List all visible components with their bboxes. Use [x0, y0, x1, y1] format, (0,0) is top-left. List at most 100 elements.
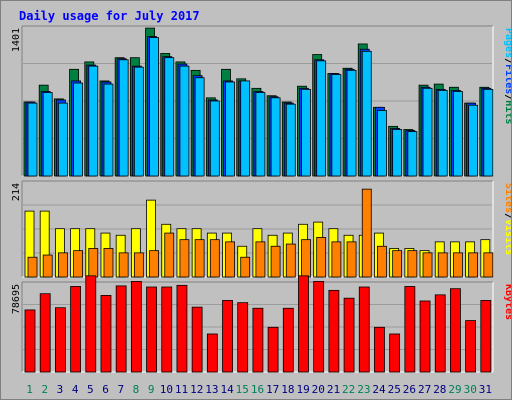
bar-kbytes-day-31 [480, 300, 492, 373]
bar-kbytes-day-10 [161, 286, 173, 373]
bar-kbytes-day-8 [130, 281, 142, 373]
bar-sites-day-27 [422, 252, 433, 278]
bar-sites-day-2 [42, 254, 53, 278]
bar-kbytes-day-5 [85, 275, 97, 373]
panel-hits-files-pages-legend: Pages/Files/Hits [503, 28, 511, 124]
x-tick-label-day-11: 11 [175, 383, 188, 396]
x-tick-label-day-8: 8 [133, 383, 140, 396]
bar-pages-day-14 [225, 81, 235, 177]
x-tick-label-day-4: 4 [72, 383, 79, 396]
legend-separator: / [503, 213, 511, 219]
x-tick-label-day-21: 21 [327, 383, 340, 396]
bar-kbytes-day-13 [206, 333, 218, 373]
bar-pages-day-23 [361, 50, 372, 177]
legend-entry-pages: Pages [503, 28, 511, 58]
x-tick-label-day-19: 19 [296, 383, 309, 396]
bar-pages-day-13 [209, 100, 220, 177]
x-tick-label-day-10: 10 [160, 383, 173, 396]
bar-pages-day-18 [285, 103, 296, 177]
x-tick-label-day-29: 29 [448, 383, 461, 396]
x-tick-label-day-5: 5 [87, 383, 94, 396]
x-tick-label-day-26: 26 [403, 383, 416, 396]
bar-kbytes-day-22 [343, 297, 355, 373]
legend-entry-hits: Hits [503, 100, 511, 124]
bar-kbytes-day-30 [465, 320, 477, 373]
bar-pages-day-28 [437, 90, 448, 177]
bar-kbytes-day-2 [39, 293, 51, 373]
bar-pages-day-12 [194, 77, 205, 177]
bar-kbytes-day-27 [419, 300, 431, 373]
bar-sites-day-12 [194, 239, 205, 278]
bar-sites-day-31 [483, 252, 494, 278]
bar-pages-day-11 [179, 65, 190, 177]
panel-visits-sites-legend: Sites/Visits [503, 183, 511, 255]
bar-kbytes-day-25 [389, 333, 401, 373]
bar-pages-day-21 [331, 74, 342, 177]
x-tick-label-day-9: 9 [148, 383, 155, 396]
bar-kbytes-day-26 [404, 286, 416, 373]
bar-sites-day-9 [149, 250, 159, 278]
bar-kbytes-day-6 [100, 295, 112, 373]
x-tick-label-day-14: 14 [220, 383, 234, 396]
bar-sites-day-8 [133, 252, 144, 278]
x-tick-label-day-31: 31 [479, 383, 492, 396]
bar-pages-day-3 [57, 102, 68, 177]
bar-pages-day-30 [468, 104, 479, 177]
bar-kbytes-day-19 [298, 275, 309, 373]
x-tick-label-day-13: 13 [205, 383, 218, 396]
bar-pages-day-15 [240, 80, 251, 177]
bar-sites-day-15 [240, 256, 251, 278]
panel-kbytes-max-label: 78695 [11, 284, 22, 314]
x-tick-label-day-7: 7 [117, 383, 124, 396]
bar-pages-day-26 [407, 131, 418, 177]
bar-sites-day-10 [164, 232, 175, 278]
x-tick-label-day-12: 12 [190, 383, 203, 396]
bar-kbytes-day-14 [222, 300, 233, 373]
bar-pages-day-29 [453, 91, 463, 177]
bar-kbytes-day-12 [191, 306, 203, 373]
x-tick-label-day-27: 27 [418, 383, 431, 396]
bar-kbytes-day-16 [252, 307, 264, 373]
bar-sites-day-3 [57, 252, 68, 278]
x-tick-label-day-17: 17 [266, 383, 279, 396]
x-tick-label-day-15: 15 [236, 383, 249, 396]
bar-pages-day-10 [164, 57, 175, 177]
legend-separator: / [503, 94, 511, 100]
bar-pages-day-16 [255, 92, 266, 177]
panel-kbytes-legend: KBytes [503, 284, 511, 320]
bar-kbytes-day-17 [267, 326, 279, 373]
bar-pages-day-4 [73, 82, 83, 177]
legend-separator: / [503, 58, 511, 64]
x-tick-label-day-22: 22 [342, 383, 355, 396]
bar-sites-day-7 [118, 252, 129, 278]
bar-kbytes-day-20 [313, 281, 325, 373]
bar-sites-day-24 [377, 245, 387, 278]
bar-kbytes-day-1 [24, 309, 36, 373]
bar-pages-day-31 [483, 88, 494, 177]
bar-sites-day-5 [88, 248, 99, 278]
bar-kbytes-day-21 [328, 289, 340, 373]
bar-sites-day-21 [331, 241, 342, 278]
x-tick-label-day-24: 24 [372, 383, 386, 396]
x-tick-label-day-18: 18 [281, 383, 294, 396]
bar-pages-day-5 [88, 65, 99, 177]
bar-sites-day-20 [316, 237, 327, 278]
x-tick-label-day-2: 2 [41, 383, 48, 396]
x-tick-label-day-30: 30 [464, 383, 477, 396]
bar-kbytes-day-23 [358, 286, 370, 373]
bar-sites-day-28 [437, 252, 448, 278]
bar-sites-day-25 [392, 250, 403, 278]
bar-sites-day-14 [225, 241, 235, 278]
panel-hits-files-pages-max-label: 1401 [11, 28, 22, 52]
legend-entry-files: Files [503, 64, 511, 94]
bar-sites-day-23 [361, 188, 372, 278]
bar-sites-day-16 [255, 241, 266, 278]
bar-pages-day-27 [422, 87, 433, 177]
bar-sites-day-30 [468, 252, 479, 278]
bar-sites-day-6 [103, 248, 114, 278]
legend-entry-sites: Sites [503, 183, 511, 213]
bar-sites-day-1 [27, 256, 38, 278]
bar-kbytes-day-24 [374, 326, 385, 373]
